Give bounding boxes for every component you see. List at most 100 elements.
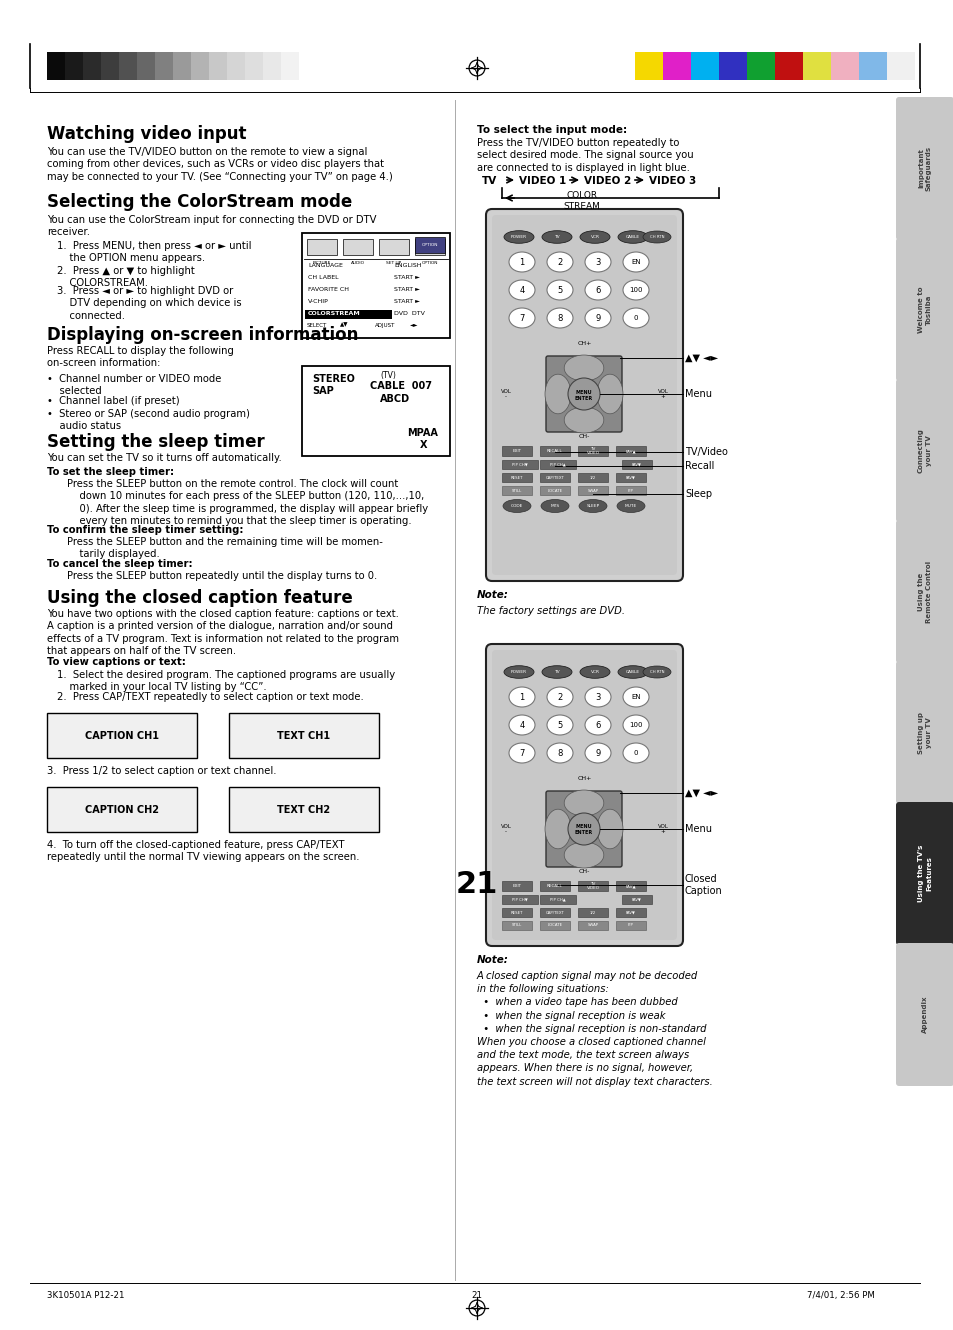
Bar bbox=[281, 52, 298, 80]
Bar bbox=[539, 908, 569, 916]
Text: 1/2: 1/2 bbox=[589, 911, 596, 915]
Text: 3: 3 bbox=[595, 258, 600, 266]
Text: MENU: MENU bbox=[575, 825, 592, 830]
Text: TV/Video: TV/Video bbox=[684, 447, 727, 458]
Bar bbox=[378, 239, 409, 255]
Ellipse shape bbox=[544, 374, 571, 414]
FancyBboxPatch shape bbox=[895, 802, 953, 946]
Text: CAPTION CH1: CAPTION CH1 bbox=[85, 730, 159, 741]
Bar bbox=[539, 485, 569, 495]
Bar bbox=[501, 920, 532, 930]
Ellipse shape bbox=[597, 809, 622, 849]
Bar bbox=[719, 52, 746, 80]
Text: 8: 8 bbox=[557, 314, 562, 322]
Text: VOL
+: VOL + bbox=[657, 388, 668, 399]
Text: VCR: VCR bbox=[590, 670, 598, 674]
Text: 3.  Press 1/2 to select caption or text channel.: 3. Press 1/2 to select caption or text c… bbox=[47, 766, 276, 775]
Text: STILL: STILL bbox=[512, 488, 521, 492]
Text: You can use the TV/VIDEO button on the remote to view a signal
coming from other: You can use the TV/VIDEO button on the r… bbox=[47, 148, 393, 182]
Bar bbox=[245, 52, 263, 80]
Text: PIP CH▲: PIP CH▲ bbox=[550, 463, 565, 467]
Text: LANGUAGE: LANGUAGE bbox=[308, 262, 342, 267]
Ellipse shape bbox=[563, 407, 603, 434]
Text: POWER: POWER bbox=[511, 235, 526, 239]
Ellipse shape bbox=[617, 500, 644, 512]
Text: RECALL: RECALL bbox=[547, 884, 562, 888]
Text: Menu: Menu bbox=[684, 388, 711, 399]
Bar bbox=[578, 920, 607, 930]
Text: 9: 9 bbox=[595, 749, 600, 758]
Text: FAV▲: FAV▲ bbox=[625, 450, 636, 454]
Text: (TV): (TV) bbox=[379, 371, 395, 380]
Text: MTS: MTS bbox=[550, 504, 559, 508]
Text: SWAP: SWAP bbox=[587, 488, 598, 492]
Text: Setting up
your TV: Setting up your TV bbox=[917, 712, 931, 754]
Text: FAVORITE CH: FAVORITE CH bbox=[308, 286, 349, 291]
Text: POWER: POWER bbox=[511, 670, 526, 674]
Text: FAV▼: FAV▼ bbox=[632, 898, 641, 902]
FancyBboxPatch shape bbox=[485, 644, 682, 946]
Text: Press the TV/VIDEO button repeatedly to
select desired mode. The signal source y: Press the TV/VIDEO button repeatedly to … bbox=[476, 138, 693, 173]
Text: To view captions or text:: To view captions or text: bbox=[47, 657, 186, 668]
Text: PICTURE: PICTURE bbox=[313, 261, 331, 265]
Ellipse shape bbox=[622, 281, 648, 301]
Text: 2: 2 bbox=[557, 258, 562, 266]
Text: 6: 6 bbox=[595, 721, 600, 729]
Circle shape bbox=[567, 378, 599, 410]
Text: To select the input mode:: To select the input mode: bbox=[476, 125, 626, 136]
Ellipse shape bbox=[642, 231, 670, 243]
Text: 4: 4 bbox=[518, 721, 524, 729]
Ellipse shape bbox=[509, 688, 535, 708]
Text: Selecting the ColorStream mode: Selecting the ColorStream mode bbox=[47, 193, 352, 211]
Ellipse shape bbox=[546, 309, 573, 329]
Ellipse shape bbox=[622, 716, 648, 735]
Text: CH-: CH- bbox=[578, 868, 590, 874]
Text: The factory settings are DVD.: The factory settings are DVD. bbox=[476, 606, 624, 616]
Bar bbox=[119, 52, 137, 80]
Text: COLORSTREAM: COLORSTREAM bbox=[308, 310, 360, 315]
Bar bbox=[501, 446, 532, 456]
Text: Closed
Caption: Closed Caption bbox=[684, 874, 722, 896]
Text: RESET: RESET bbox=[510, 911, 522, 915]
Bar bbox=[305, 310, 392, 319]
Ellipse shape bbox=[546, 688, 573, 708]
Text: FAV▼: FAV▼ bbox=[632, 463, 641, 467]
Text: Important
Safeguards: Important Safeguards bbox=[917, 146, 931, 192]
FancyBboxPatch shape bbox=[895, 379, 953, 521]
Bar bbox=[501, 460, 537, 469]
Text: LOCATE: LOCATE bbox=[547, 923, 562, 927]
FancyBboxPatch shape bbox=[492, 650, 677, 940]
Text: COLOR
STREAM: COLOR STREAM bbox=[563, 192, 599, 211]
Text: DVD  DTV: DVD DTV bbox=[394, 310, 424, 315]
Text: 3: 3 bbox=[595, 693, 600, 701]
Text: ENTER: ENTER bbox=[575, 830, 593, 835]
Text: ENTER: ENTER bbox=[575, 395, 593, 400]
Bar bbox=[154, 52, 172, 80]
Text: Appendix: Appendix bbox=[921, 996, 927, 1033]
Bar bbox=[539, 460, 576, 469]
Bar bbox=[343, 239, 373, 255]
Text: 7: 7 bbox=[518, 314, 524, 322]
Text: TV
VIDEO: TV VIDEO bbox=[586, 447, 598, 455]
Text: OPTION: OPTION bbox=[421, 261, 437, 265]
Text: PIP: PIP bbox=[627, 488, 634, 492]
FancyBboxPatch shape bbox=[895, 238, 953, 380]
Text: TV: TV bbox=[481, 176, 497, 186]
Text: CH RTN: CH RTN bbox=[649, 670, 663, 674]
Bar bbox=[415, 239, 444, 255]
Bar bbox=[415, 237, 444, 253]
Ellipse shape bbox=[509, 251, 535, 273]
Text: 1: 1 bbox=[518, 693, 524, 701]
Bar bbox=[302, 366, 450, 456]
Bar bbox=[616, 446, 645, 456]
Bar bbox=[616, 485, 645, 495]
Bar bbox=[501, 908, 532, 916]
Text: SELECT: SELECT bbox=[307, 322, 327, 327]
Ellipse shape bbox=[509, 309, 535, 329]
Ellipse shape bbox=[584, 251, 610, 273]
Bar bbox=[539, 880, 569, 891]
Ellipse shape bbox=[546, 281, 573, 301]
Ellipse shape bbox=[584, 281, 610, 301]
Ellipse shape bbox=[618, 666, 647, 678]
Text: CH+: CH+ bbox=[577, 775, 591, 781]
